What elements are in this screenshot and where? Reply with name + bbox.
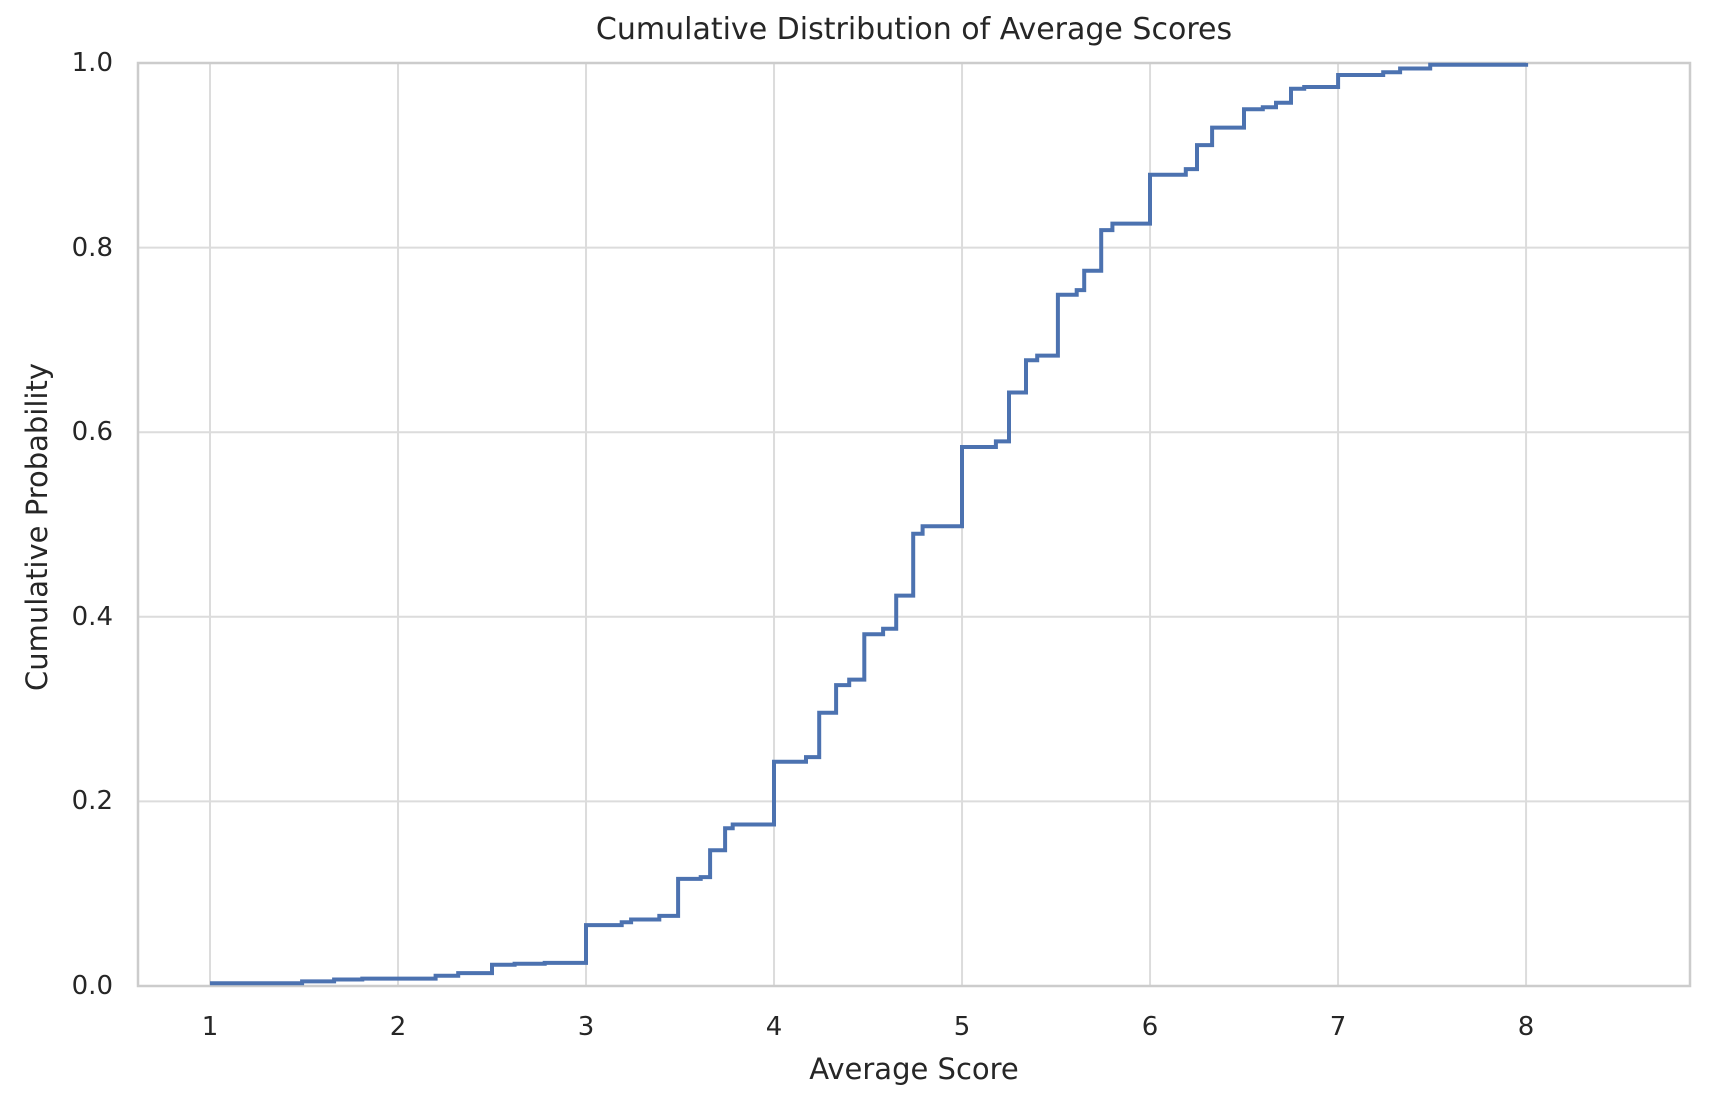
x-tick-label: 2 [389, 1012, 407, 1042]
gridlines [138, 62, 1690, 987]
y-tick-label: 0.4 [71, 601, 113, 632]
x-tick-label: 6 [1141, 1012, 1159, 1042]
x-tick-label: 1 [201, 1012, 219, 1042]
x-tick-label: 4 [765, 1012, 783, 1042]
x-tick-label: 7 [1329, 1012, 1347, 1042]
y-tick-label: 0.8 [71, 232, 113, 263]
y-tick-label: 0.0 [71, 971, 113, 1001]
y-axis-label-text: Cumulative Probability [20, 362, 54, 692]
x-tick-label: 8 [1517, 1012, 1535, 1042]
axes-spines [136, 61, 1692, 988]
y-tick-label: 1.0 [71, 48, 113, 78]
y-tick-label: 0.6 [71, 417, 113, 448]
x-tick-label: 3 [577, 1012, 595, 1042]
x-axis-label: Average Score [809, 1052, 1019, 1086]
ecdf-line [210, 62, 1529, 986]
y-tick-label: 0.2 [71, 786, 113, 817]
x-tick-label: 5 [953, 1012, 971, 1042]
chart-title: Cumulative Distribution of Average Score… [595, 12, 1233, 47]
